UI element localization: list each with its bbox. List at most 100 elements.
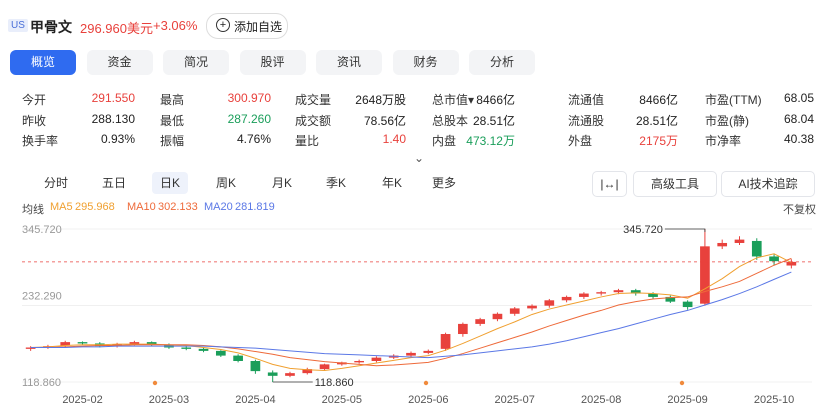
- tab[interactable]: 财务: [392, 50, 459, 75]
- candle-body: [319, 364, 330, 370]
- x-tick-label: 2025-05: [322, 394, 362, 406]
- change: +3.06%: [153, 18, 198, 33]
- tool-label: 高级工具: [650, 177, 699, 191]
- tab[interactable]: 简况: [163, 50, 229, 75]
- candle-body: [60, 342, 71, 346]
- tab[interactable]: 概览: [10, 50, 76, 75]
- stat-value: 4.76%: [236, 132, 271, 146]
- event-dot: [679, 380, 685, 386]
- ai-tool[interactable]: AI技术追踪: [721, 171, 815, 197]
- candle-body: [734, 239, 745, 243]
- stock-name: 甲骨文: [30, 19, 72, 35]
- stat-value: 291.550: [91, 91, 135, 105]
- stat-label: 市盈(TTM): [705, 93, 762, 107]
- candle-body: [77, 342, 88, 344]
- candle-body: [596, 292, 607, 294]
- candle-body: [665, 296, 676, 302]
- candle-body: [215, 350, 226, 356]
- stat-label: 总市值▾: [432, 93, 475, 107]
- event-dot: [152, 380, 158, 386]
- stat-label: 最高: [160, 93, 185, 107]
- stat-value: 40.38: [783, 132, 814, 146]
- tab[interactable]: 资讯: [316, 50, 382, 75]
- tab[interactable]: 股评: [239, 50, 306, 75]
- stat-label: 成交量: [295, 93, 332, 107]
- candle-body: [475, 319, 485, 324]
- candle-body: [544, 300, 555, 306]
- tab[interactable]: 分析: [469, 50, 535, 75]
- stat-value: 2648万股: [355, 93, 406, 107]
- stat-label: 换手率: [22, 134, 59, 148]
- ma-line: [30, 257, 792, 367]
- x-tick-label: 2025-10: [754, 394, 794, 406]
- stat-label: 市净率: [705, 134, 742, 148]
- candle-body: [302, 369, 313, 374]
- stat-value: 473.12万: [466, 134, 515, 148]
- candle-body: [250, 360, 261, 372]
- candle-body: [630, 290, 641, 294]
- period-tab[interactable]: 季K: [326, 176, 347, 190]
- x-tick-label: 2025-04: [235, 394, 275, 406]
- stat-value: 78.56亿: [363, 113, 406, 128]
- period-tab[interactable]: 月K: [272, 176, 293, 190]
- stat-value: 8466亿: [639, 93, 678, 107]
- ma-name: MA10: [127, 201, 156, 213]
- event-dot: [423, 380, 429, 386]
- period-tab[interactable]: 日K: [152, 172, 189, 194]
- stat-value: 8466亿: [476, 93, 515, 107]
- period-tab[interactable]: 年K: [382, 176, 403, 190]
- stat-label: 最低: [160, 113, 185, 128]
- expand[interactable]: ⌄: [414, 151, 425, 165]
- candle-body: [371, 357, 382, 361]
- price: 296.960美元: [80, 21, 153, 36]
- candle-body: [751, 240, 762, 257]
- candle-body: [492, 313, 503, 320]
- stat-value: 68.05: [783, 91, 814, 105]
- stat-value: 287.260: [227, 111, 271, 126]
- candle-body: [579, 293, 589, 297]
- x-tick-label: 2025-03: [149, 394, 189, 406]
- candle-body: [527, 305, 537, 309]
- candle-body: [25, 347, 36, 349]
- watch-button[interactable]: + 添加自选: [206, 13, 288, 39]
- period-tab[interactable]: 五日: [102, 176, 127, 190]
- candle-body: [700, 246, 710, 304]
- ma-name: MA20: [204, 201, 233, 213]
- range-tool[interactable]: |↔|: [592, 171, 627, 197]
- candle-body: [181, 347, 192, 349]
- advanced-tool[interactable]: 高级工具: [633, 171, 717, 197]
- x-tick-label: 2025-06: [408, 394, 448, 406]
- stat-label: 市盈(静): [705, 113, 749, 128]
- candle-body: [613, 290, 624, 293]
- stat-value: 288.130: [91, 111, 135, 126]
- y-tick-label: 118.860: [22, 377, 61, 389]
- tab[interactable]: 资金: [86, 50, 153, 75]
- adjust[interactable]: 不复权: [783, 204, 816, 216]
- stat-label: 内盘: [432, 134, 457, 148]
- ma-value: 281.819: [235, 201, 275, 213]
- min-label: 118.860: [315, 377, 354, 389]
- period-tab[interactable]: 更多: [432, 176, 457, 190]
- watch-label: 添加自选: [234, 20, 283, 34]
- period-tab[interactable]: 周K: [216, 176, 237, 190]
- stat-value: 2175万: [639, 134, 678, 148]
- x-tick-label: 2025-08: [581, 394, 621, 406]
- stat-label: 流通值: [568, 93, 605, 107]
- x-tick-label: 2025-07: [495, 394, 535, 406]
- period-tab[interactable]: 分时: [44, 176, 69, 190]
- market-badge: US: [8, 19, 28, 32]
- ma-value: 302.133: [158, 201, 198, 213]
- y-tick-label: 232.290: [22, 291, 62, 303]
- ma-name: MA5: [50, 201, 73, 213]
- stat-value: 28.51亿: [635, 113, 678, 128]
- stat-label: 昨收: [22, 113, 47, 128]
- candle-body: [146, 342, 157, 345]
- stat-label: 今开: [22, 93, 47, 107]
- candle-body: [198, 348, 209, 351]
- candle-body: [769, 256, 779, 262]
- candle-body: [682, 301, 693, 308]
- candle-body: [717, 242, 728, 247]
- stat-label: 振幅: [160, 134, 185, 148]
